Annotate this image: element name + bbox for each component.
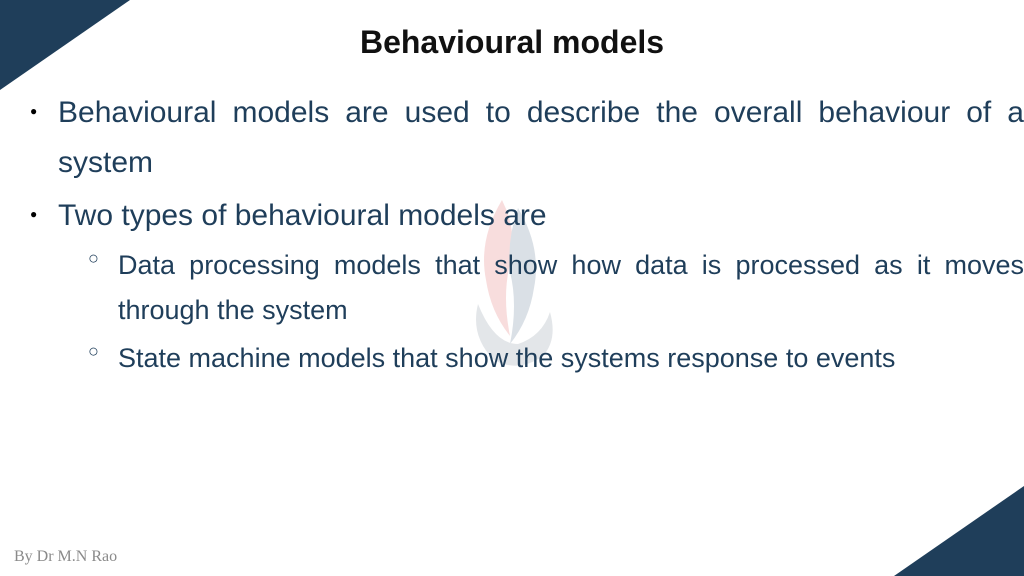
slide-title: Behavioural models — [0, 24, 1024, 61]
slide-content: Behavioural models are used to describe … — [30, 88, 1024, 386]
corner-decoration-bottom-right — [894, 486, 1024, 576]
sub-bullet-item: Data processing models that show how dat… — [58, 243, 1024, 335]
main-bullet-list: Behavioural models are used to describe … — [30, 88, 1024, 382]
bullet-item: Two types of behavioural models are Data… — [30, 191, 1024, 382]
sub-bullet-item: State machine models that show the syste… — [58, 336, 1024, 382]
sub-bullet-list: Data processing models that show how dat… — [58, 243, 1024, 383]
author-footer: By Dr M.N Rao — [14, 548, 117, 566]
bullet-item: Behavioural models are used to describe … — [30, 88, 1024, 187]
bullet-text: Two types of behavioural models are — [58, 199, 547, 232]
